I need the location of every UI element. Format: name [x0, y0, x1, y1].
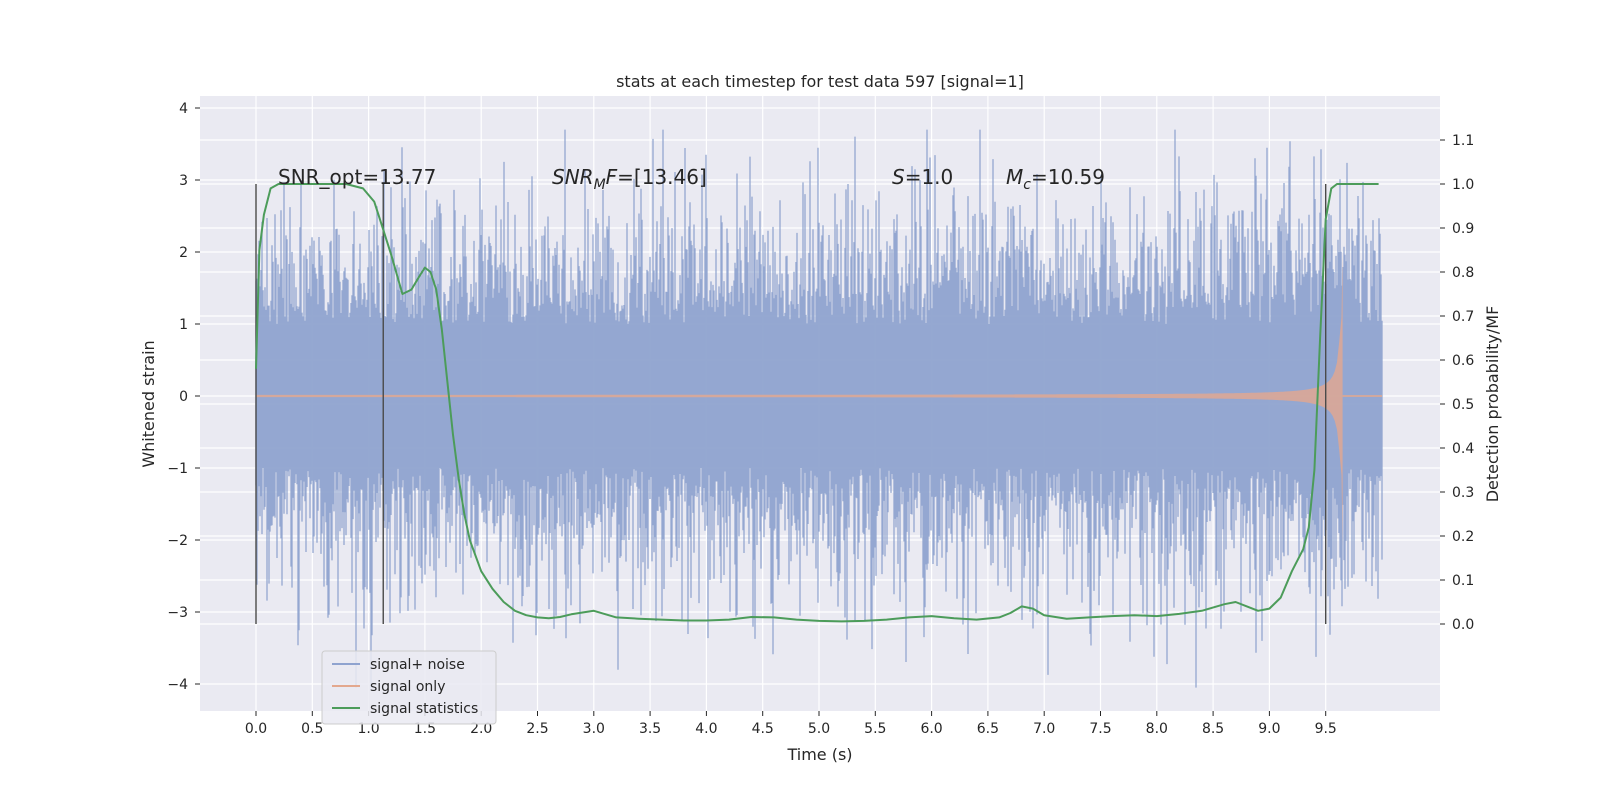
signal-statistics-series — [255, 183, 1379, 623]
y-tick-label: 2 — [179, 245, 188, 261]
vertical-markers — [255, 184, 1327, 624]
legend-box — [321, 650, 497, 725]
snr-mf-rest: F=[13.46] — [606, 165, 707, 189]
y-tick-label: −2 — [167, 533, 188, 549]
x-tick-label: 9.5 — [1315, 721, 1337, 737]
snr-mf-base: SNR — [552, 165, 594, 189]
mc-subscript: c — [1023, 177, 1031, 193]
y-tick-label: 0 — [179, 389, 188, 405]
legend-label-noise: signal+ noise — [370, 657, 465, 673]
x-tick-label: 4.0 — [695, 721, 717, 737]
y2-axis-ticks: 1.1 1.0 0.9 0.8 0.7 0.6 0.5 0.4 0.3 0.2 0.1 0.0 — [1440, 133, 1474, 633]
y-tick-label: −3 — [167, 605, 188, 621]
y2-tick-label: 1.1 — [1452, 133, 1474, 149]
y-axis-label: Whitened strain — [139, 340, 158, 467]
y2-tick-label: 0.1 — [1452, 573, 1474, 589]
y-tick-label: 4 — [179, 101, 188, 117]
x-tick-label: 8.0 — [1146, 721, 1168, 737]
y2-tick-label: 0.8 — [1452, 265, 1474, 281]
y2-tick-label: 0.4 — [1452, 441, 1474, 457]
x-tick-label: 3.5 — [639, 721, 661, 737]
x-tick-label: 3.0 — [583, 721, 605, 737]
legend-label-statistics: signal statistics — [370, 701, 478, 717]
snr-mf-subscript: M — [594, 177, 606, 193]
x-tick-label: 0.0 — [245, 721, 267, 737]
x-tick-label: 6.5 — [977, 721, 999, 737]
y2-tick-label: 0.7 — [1452, 309, 1474, 325]
snr-opt-annotation: SNR_opt=13.77 — [278, 165, 436, 189]
y2-tick-label: 0.0 — [1452, 617, 1474, 633]
legend-label-signal: signal only — [370, 679, 445, 695]
x-tick-label: 4.5 — [752, 721, 774, 737]
mc-value: =10.59 — [1031, 165, 1105, 189]
s-symbol: S — [892, 165, 905, 189]
signal-only-series — [256, 252, 1382, 548]
y2-tick-label: 0.9 — [1452, 221, 1474, 237]
x-tick-label: 5.5 — [864, 721, 886, 737]
x-tick-label: 7.0 — [1033, 721, 1055, 737]
x-tick-label: 9.0 — [1258, 721, 1280, 737]
s-value: =1.0 — [905, 165, 954, 189]
chart-title: stats at each timestep for test data 597… — [616, 72, 1024, 91]
snr-mf-annotation: SNRMF=[13.46] — [552, 165, 707, 193]
x-tick-label: 6.0 — [920, 721, 942, 737]
legend: signal+ noise signal only signal statist… — [321, 650, 497, 725]
x-tick-label: 8.5 — [1202, 721, 1224, 737]
mc-annotation: Mc=10.59 — [1006, 165, 1105, 193]
signal-statistics-line — [255, 183, 1379, 623]
y2-tick-label: 0.6 — [1452, 353, 1474, 369]
x-axis-label: Time (s) — [786, 745, 852, 764]
y2-tick-label: 0.3 — [1452, 485, 1474, 501]
y-tick-label: 3 — [179, 173, 188, 189]
y-axis-ticks: 4 3 2 1 0 −1 −2 −3 −4 — [167, 101, 200, 693]
x-tick-label: 1.0 — [357, 721, 379, 737]
mc-symbol: M — [1006, 165, 1023, 189]
x-tick-label: 5.0 — [808, 721, 830, 737]
x-tick-label: 2.0 — [470, 721, 492, 737]
snr-mf-value: =[13.46] — [617, 165, 707, 189]
y-tick-label: −1 — [167, 461, 188, 477]
x-axis-ticks: 0.0 0.5 1.0 1.5 2.0 2.5 3.0 3.5 4.0 4.5 5.0 5.5 6.0 6… — [245, 711, 1337, 737]
y-tick-label: 1 — [179, 317, 188, 333]
x-tick-label: 0.5 — [301, 721, 323, 737]
x-tick-label: 7.5 — [1089, 721, 1111, 737]
y-tick-label: −4 — [167, 677, 188, 693]
x-tick-label: 1.5 — [414, 721, 436, 737]
y2-tick-label: 1.0 — [1452, 177, 1474, 193]
s-annotation: S=1.0 — [892, 165, 953, 189]
y2-tick-label: 0.2 — [1452, 529, 1474, 545]
y2-tick-label: 0.5 — [1452, 397, 1474, 413]
y2-axis-label: Detection probability/MF — [1483, 306, 1502, 503]
x-tick-label: 2.5 — [526, 721, 548, 737]
snr-mf-f: F — [606, 165, 618, 189]
